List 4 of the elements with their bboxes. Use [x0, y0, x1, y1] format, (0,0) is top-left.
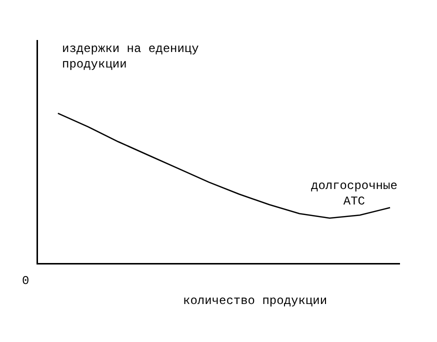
series-label: долгосрочные ATC [311, 179, 398, 209]
text: 0 [22, 274, 30, 288]
x-axis-title: количество продукции [183, 294, 328, 308]
y-axis-title: издержки на еденицу продукции [62, 42, 199, 72]
